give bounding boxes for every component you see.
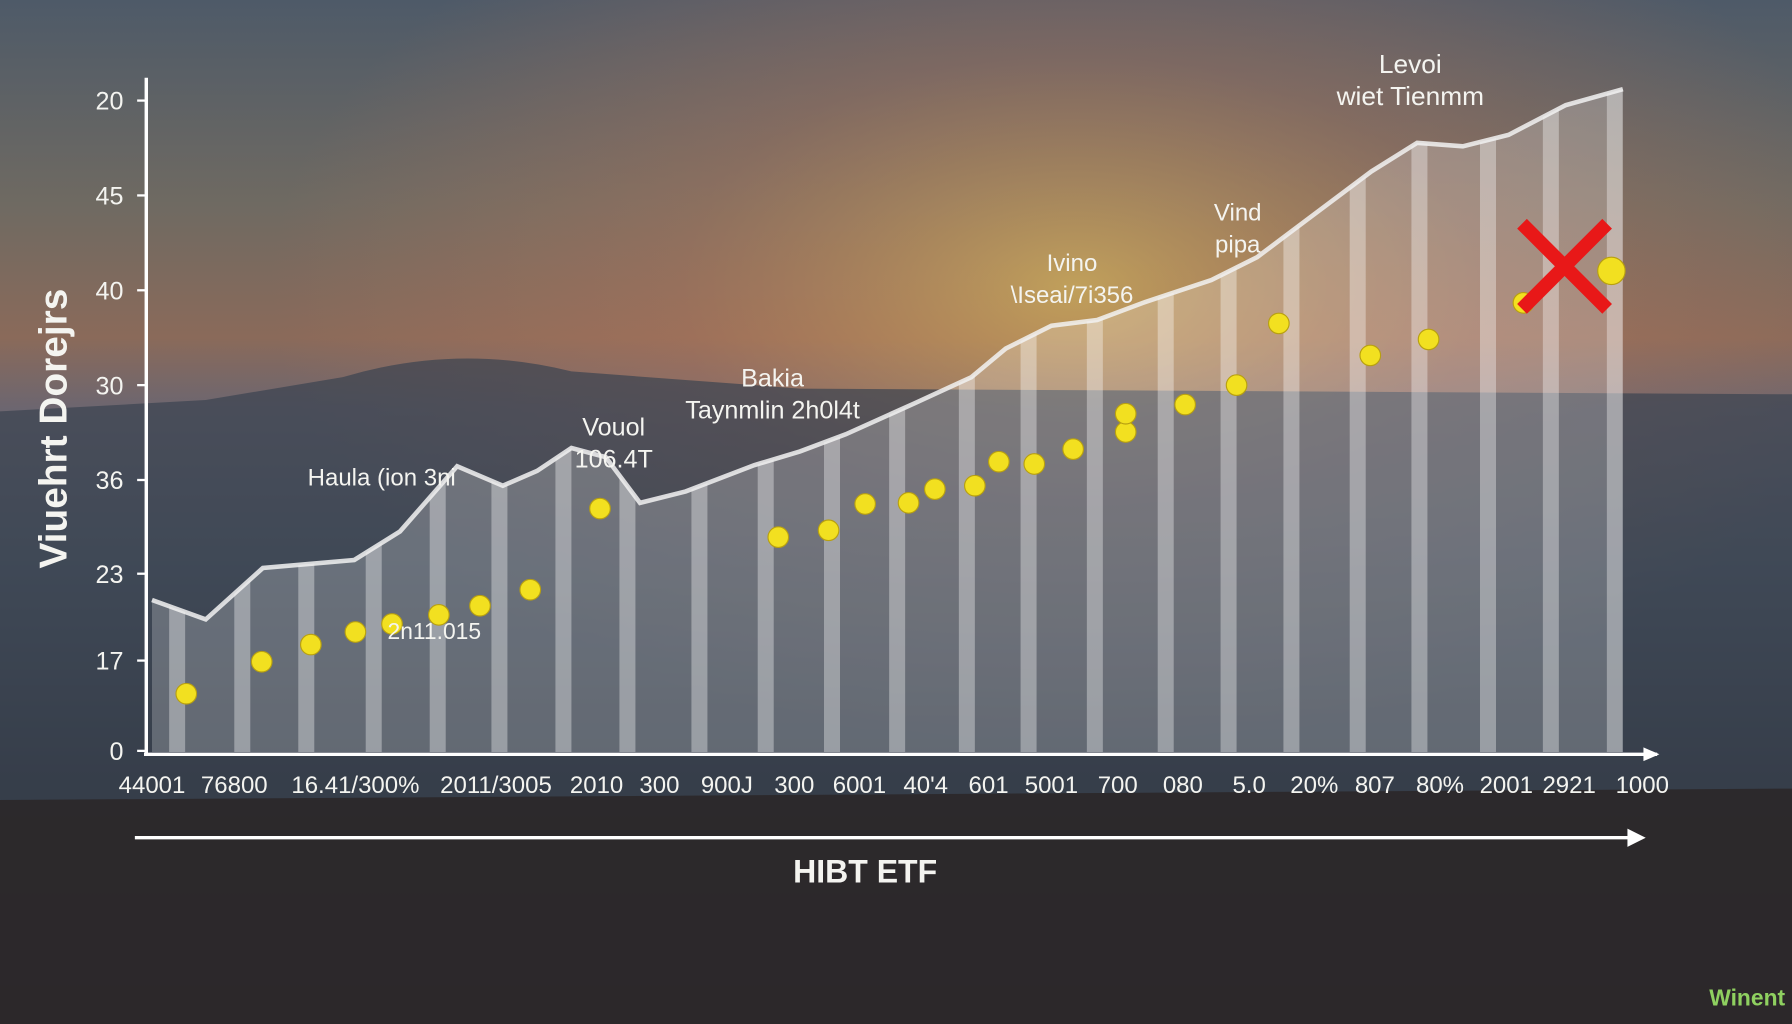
marker-dot <box>1597 256 1626 286</box>
annotation: Haula (ion 3ni <box>308 465 456 492</box>
annotation: pipa <box>1215 232 1261 259</box>
column <box>1542 89 1559 752</box>
marker-dot <box>923 478 946 500</box>
marker-dot <box>1114 402 1137 425</box>
marker-dot <box>1268 312 1290 335</box>
marker-dot <box>250 650 273 673</box>
annotation: Bakia <box>741 364 804 392</box>
marker-dot <box>344 621 367 643</box>
marker-dot <box>963 474 986 497</box>
watermark: Winent <box>1709 985 1785 1011</box>
x-tick-label: 900J <box>701 772 753 799</box>
annotation: Levoi <box>1379 49 1442 79</box>
x-axis-title: HIBT ETF <box>793 853 937 889</box>
x-tick-label: 300 <box>639 772 679 799</box>
x-axis-arrow <box>1643 747 1660 762</box>
annotation: wiet Tienmm <box>1336 81 1484 111</box>
y-axis-title: Viuehrt Dorejrs <box>32 289 75 569</box>
marker-dot <box>1114 421 1137 443</box>
marker-dot <box>987 450 1010 473</box>
y-tick-label: 17 <box>95 648 123 676</box>
column <box>1606 89 1623 752</box>
column <box>1283 89 1300 752</box>
column <box>1411 89 1428 752</box>
annotation: Ivino <box>1047 250 1098 277</box>
x-tick-label: 601 <box>969 772 1009 799</box>
marker-dot <box>175 682 198 705</box>
marker-dot <box>381 613 403 635</box>
x-tick-label: 300 <box>774 772 814 799</box>
marker-dot <box>1225 374 1248 396</box>
x-tick-label: 76800 <box>201 772 268 799</box>
annotation: 2n11.015 <box>387 618 481 644</box>
marker-dot <box>1174 393 1196 416</box>
y-tick-label: 40 <box>95 277 123 305</box>
x-tick-label: 5.0 <box>1232 772 1265 799</box>
marker-dot <box>767 526 790 548</box>
x-tick-label: 44001 <box>119 772 186 799</box>
marker-dot <box>469 594 491 617</box>
city-foreground <box>0 788 1792 1024</box>
marker-dot <box>1062 438 1084 460</box>
annotation: 106.4T <box>575 445 653 473</box>
y-tick-label: 30 <box>95 372 123 400</box>
marker-dot <box>1359 344 1382 367</box>
trend-line <box>151 86 1624 623</box>
y-tick-label: 20 <box>95 88 123 116</box>
x-tick-label: 807 <box>1355 772 1395 799</box>
x-tick-label: 80% <box>1416 772 1464 799</box>
y-tick-label: 23 <box>95 561 123 589</box>
marker-dot <box>589 497 611 520</box>
annotation: Taynmlin 2h0l4t <box>685 396 860 424</box>
marker-dot <box>519 578 542 601</box>
annotation: Vind <box>1214 200 1262 227</box>
y-tick-label: 0 <box>109 738 123 766</box>
y-tick-label: 36 <box>95 467 123 495</box>
annotation: \Iseai/7i356 <box>1011 282 1134 309</box>
marker-dot <box>1417 328 1440 351</box>
marker-dot <box>854 493 876 515</box>
marker-dot <box>1023 453 1046 475</box>
area-fill <box>152 89 1623 752</box>
x-tick-label: 2010 <box>570 772 623 799</box>
x-tick-label: 40'4 <box>903 772 948 799</box>
x-tick-label: 080 <box>1163 772 1203 799</box>
marker-dot <box>897 492 920 514</box>
x-tick-label: 6001 <box>833 772 886 799</box>
x-tick-label: 2011/3005 <box>440 772 552 799</box>
y-tick-label: 45 <box>95 183 123 211</box>
x-title-arrow-head <box>1627 828 1646 847</box>
marker-dot <box>817 519 840 542</box>
annotation: Vouol <box>582 413 645 441</box>
x-tick-label: 700 <box>1098 772 1138 799</box>
x-tick-label: 2001 <box>1480 772 1533 799</box>
x-tick-label: 16.41/300% <box>291 772 419 799</box>
red-x-mark <box>1517 218 1612 314</box>
column <box>1349 89 1366 752</box>
column <box>1480 89 1496 752</box>
x-tick-label: 20% <box>1290 772 1338 799</box>
marker-dot <box>428 603 450 626</box>
marker-dot <box>300 633 322 656</box>
x-tick-label: 5001 <box>1025 772 1078 799</box>
x-tick-label: 1000 <box>1616 772 1669 799</box>
x-tick-label: 2921 <box>1542 772 1595 799</box>
